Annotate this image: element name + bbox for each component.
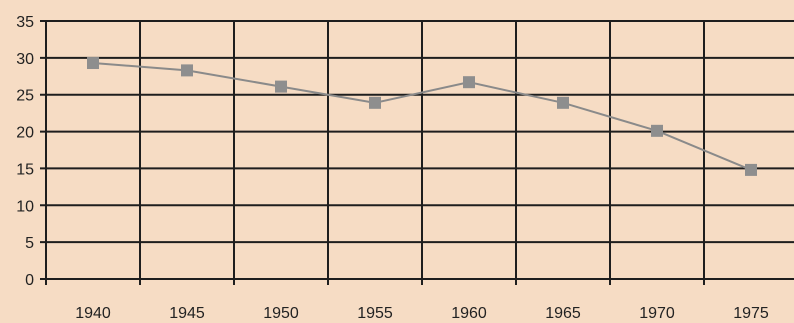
x-tick-label: 1955: [357, 305, 393, 322]
x-tick-label: 1975: [733, 305, 769, 322]
data-point-marker: [369, 96, 381, 109]
y-tick-label: 5: [25, 235, 34, 252]
data-point-marker: [651, 124, 663, 137]
data-point-marker: [181, 64, 193, 77]
grid: [40, 20, 794, 285]
y-tick-label: 25: [16, 88, 34, 105]
series: [87, 57, 757, 176]
axes: [40, 21, 794, 285]
y-tick-label: 30: [16, 51, 34, 68]
x-tick-label: 1940: [75, 305, 111, 322]
x-tick-label: 1950: [263, 305, 299, 322]
y-tick-label: 35: [16, 14, 34, 31]
x-tick-label: 1970: [639, 305, 675, 322]
y-tick-label: 10: [16, 198, 34, 215]
y-tick-label: 0: [25, 272, 34, 289]
x-tick-label: 1965: [545, 305, 581, 322]
data-point-marker: [745, 163, 757, 176]
y-tick-label: 15: [16, 161, 34, 178]
series-line: [92, 62, 752, 171]
data-point-marker: [87, 57, 99, 70]
y-tick-labels: 0 5 10 15 20 25 30 35: [16, 14, 34, 289]
x-tick-label: 1945: [169, 305, 205, 322]
x-tick-labels: 1940 1945 1950 1955 1960 1965 1970 1975: [75, 305, 769, 322]
data-point-marker: [275, 80, 287, 93]
data-point-marker: [557, 96, 569, 109]
x-tick-label: 1960: [451, 305, 487, 322]
data-point-marker: [463, 76, 475, 89]
y-tick-label: 20: [16, 125, 34, 142]
